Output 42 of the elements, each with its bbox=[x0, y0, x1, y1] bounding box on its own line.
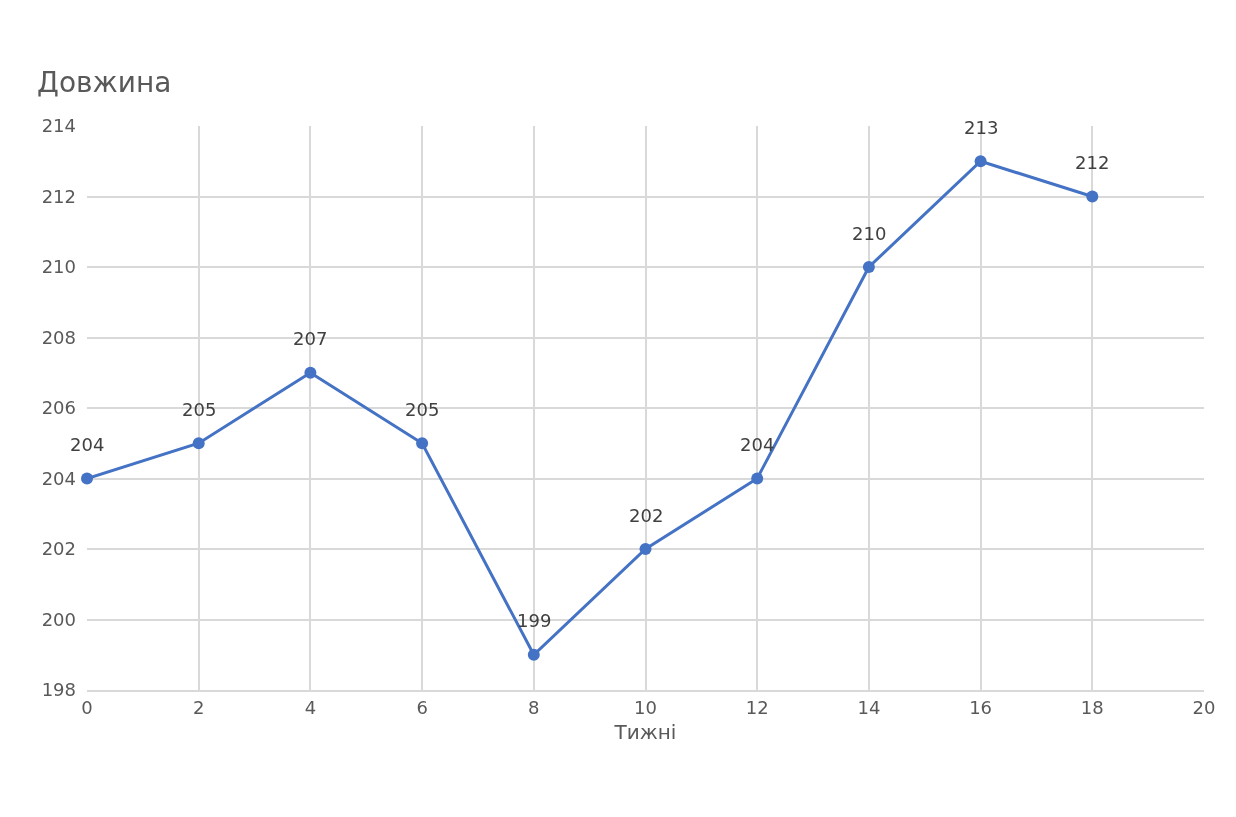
x-tick-label: 12 bbox=[745, 696, 769, 718]
point bbox=[751, 472, 764, 485]
data-label: 210 bbox=[852, 223, 887, 244]
x-tick-label: 20 bbox=[1192, 696, 1216, 718]
x-tick-label: 10 bbox=[634, 696, 657, 718]
y-tick-label: 200 bbox=[41, 608, 76, 630]
x-tick-label: 6 bbox=[416, 696, 428, 718]
point bbox=[304, 366, 317, 379]
x-tick-label: 18 bbox=[1080, 696, 1104, 718]
x-axis-title: Тижні bbox=[613, 719, 677, 744]
y-tick-label: 202 bbox=[41, 538, 76, 560]
point bbox=[639, 543, 652, 555]
x-tick-label: 16 bbox=[969, 696, 993, 718]
data-label: 199 bbox=[517, 610, 552, 631]
y-tick-label: 210 bbox=[41, 256, 76, 278]
x-tick-label: 8 bbox=[528, 696, 540, 718]
data-label: 213 bbox=[964, 117, 999, 138]
y-tick-label: 204 bbox=[41, 467, 76, 489]
data-label: 205 bbox=[182, 399, 217, 420]
point bbox=[862, 261, 875, 273]
point bbox=[192, 437, 205, 450]
data-label: 204 bbox=[740, 434, 775, 455]
point bbox=[527, 648, 540, 661]
x-tick-label: 0 bbox=[81, 696, 93, 718]
data-label: 204 bbox=[70, 434, 105, 455]
y-tick-label: 212 bbox=[41, 185, 76, 207]
point bbox=[81, 472, 93, 485]
data-label: 212 bbox=[1075, 152, 1110, 173]
chart-title: Довжина bbox=[37, 65, 172, 99]
y-tick-label: 198 bbox=[41, 679, 76, 701]
data-label: 207 bbox=[293, 328, 328, 349]
point bbox=[1086, 190, 1099, 203]
y-tick-label: 206 bbox=[41, 397, 76, 419]
data-label: 202 bbox=[629, 505, 664, 526]
x-tick-label: 2 bbox=[192, 696, 205, 718]
point bbox=[416, 437, 429, 450]
y-tick-label: 214 bbox=[41, 115, 76, 137]
data-label: 205 bbox=[405, 399, 440, 420]
point bbox=[974, 155, 987, 168]
y-tick-label: 208 bbox=[41, 326, 76, 348]
x-tick-label: 4 bbox=[304, 696, 317, 718]
x-tick-label: 14 bbox=[857, 696, 881, 718]
